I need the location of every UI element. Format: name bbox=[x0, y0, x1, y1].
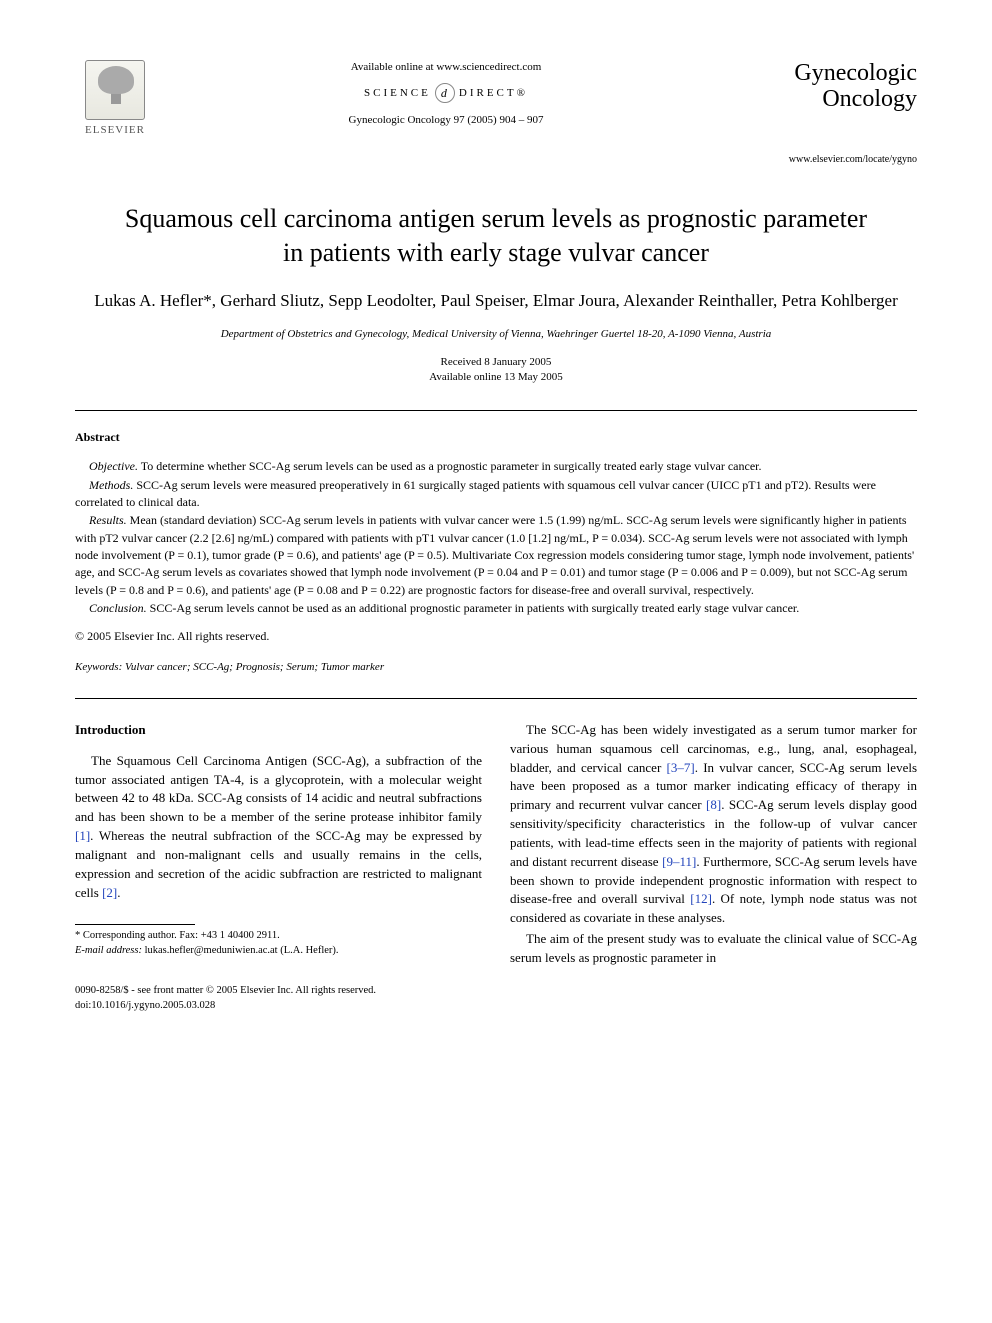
ref-link-8[interactable]: [8] bbox=[706, 797, 721, 812]
article-title: Squamous cell carcinoma antigen serum le… bbox=[115, 202, 877, 270]
footnote-block: * Corresponding author. Fax: +43 1 40400… bbox=[75, 924, 482, 958]
results-text: Mean (standard deviation) SCC-Ag serum l… bbox=[75, 513, 914, 597]
conclusion-text: SCC-Ag serum levels cannot be used as an… bbox=[147, 601, 800, 615]
sd-right: DIRECT® bbox=[459, 86, 528, 101]
article-dates: Received 8 January 2005 Available online… bbox=[75, 355, 917, 386]
keywords-text: Vulvar cancer; SCC-Ag; Prognosis; Serum;… bbox=[122, 661, 384, 673]
intro-paragraph-3: The aim of the present study was to eval… bbox=[510, 930, 917, 968]
methods-label: Methods. bbox=[89, 478, 133, 492]
intro-paragraph-1: The Squamous Cell Carcinoma Antigen (SCC… bbox=[75, 752, 482, 903]
received-date: Received 8 January 2005 bbox=[75, 355, 917, 370]
footnote-rule bbox=[75, 924, 195, 925]
sciencedirect-logo: SCIENCE DIRECT® bbox=[175, 83, 717, 103]
divider bbox=[75, 410, 917, 411]
footer: 0090-8258/$ - see front matter © 2005 El… bbox=[75, 984, 917, 1013]
objective-text: To determine whether SCC-Ag serum levels… bbox=[138, 459, 762, 473]
available-date: Available online 13 May 2005 bbox=[75, 370, 917, 385]
body-columns: Introduction The Squamous Cell Carcinoma… bbox=[75, 721, 917, 968]
sd-left: SCIENCE bbox=[364, 86, 431, 101]
journal-url: www.elsevier.com/locate/ygyno bbox=[737, 153, 917, 167]
ref-link-1[interactable]: [1] bbox=[75, 828, 90, 843]
available-online-text: Available online at www.sciencedirect.co… bbox=[175, 60, 717, 75]
sd-swirl-icon bbox=[435, 83, 455, 103]
page-header: ELSEVIER Available online at www.science… bbox=[75, 60, 917, 167]
elsevier-logo: ELSEVIER bbox=[75, 60, 155, 150]
email-line: E-mail address: lukas.hefler@meduniwien.… bbox=[75, 944, 482, 959]
email-address: lukas.hefler@meduniwien.ac.at (L.A. Hefl… bbox=[142, 945, 339, 956]
intro-paragraph-2: The SCC-Ag has been widely investigated … bbox=[510, 721, 917, 928]
objective-label: Objective. bbox=[89, 459, 138, 473]
introduction-section: Introduction The Squamous Cell Carcinoma… bbox=[75, 721, 917, 968]
abstract-objective: Objective. To determine whether SCC-Ag s… bbox=[75, 458, 917, 475]
abstract-body: Objective. To determine whether SCC-Ag s… bbox=[75, 458, 917, 618]
journal-reference: Gynecologic Oncology 97 (2005) 904 – 907 bbox=[175, 113, 717, 128]
ref-link-3-7[interactable]: [3–7] bbox=[667, 760, 695, 775]
copyright: © 2005 Elsevier Inc. All rights reserved… bbox=[75, 628, 917, 645]
abstract-conclusion: Conclusion. SCC-Ag serum levels cannot b… bbox=[75, 600, 917, 617]
ref-link-2[interactable]: [2] bbox=[102, 885, 117, 900]
abstract-methods: Methods. SCC-Ag serum levels were measur… bbox=[75, 477, 917, 512]
results-label: Results. bbox=[89, 513, 127, 527]
footer-front-matter: 0090-8258/$ - see front matter © 2005 El… bbox=[75, 984, 917, 999]
keywords-label: Keywords: bbox=[75, 661, 122, 673]
affiliation: Department of Obstetrics and Gynecology,… bbox=[75, 327, 917, 342]
methods-text: SCC-Ag serum levels were measured preope… bbox=[75, 478, 876, 509]
elsevier-tree-icon bbox=[85, 60, 145, 120]
journal-box: Gynecologic Oncology www.elsevier.com/lo… bbox=[737, 60, 917, 167]
abstract-results: Results. Mean (standard deviation) SCC-A… bbox=[75, 512, 917, 599]
keywords: Keywords: Vulvar cancer; SCC-Ag; Prognos… bbox=[75, 660, 917, 675]
divider bbox=[75, 698, 917, 699]
publisher-name: ELSEVIER bbox=[85, 123, 145, 138]
conclusion-label: Conclusion. bbox=[89, 601, 147, 615]
footer-doi: doi:10.1016/j.ygyno.2005.03.028 bbox=[75, 999, 917, 1014]
header-center: Available online at www.sciencedirect.co… bbox=[155, 60, 737, 129]
author-list: Lukas A. Hefler*, Gerhard Sliutz, Sepp L… bbox=[75, 289, 917, 313]
ref-link-9-11[interactable]: [9–11] bbox=[662, 854, 696, 869]
email-label: E-mail address: bbox=[75, 945, 142, 956]
journal-name: Gynecologic Oncology bbox=[737, 60, 917, 113]
ref-link-12[interactable]: [12] bbox=[690, 891, 712, 906]
abstract-section: Abstract Objective. To determine whether… bbox=[75, 429, 917, 676]
abstract-heading: Abstract bbox=[75, 429, 917, 446]
corresponding-author: * Corresponding author. Fax: +43 1 40400… bbox=[75, 929, 482, 944]
intro-heading: Introduction bbox=[75, 721, 482, 740]
